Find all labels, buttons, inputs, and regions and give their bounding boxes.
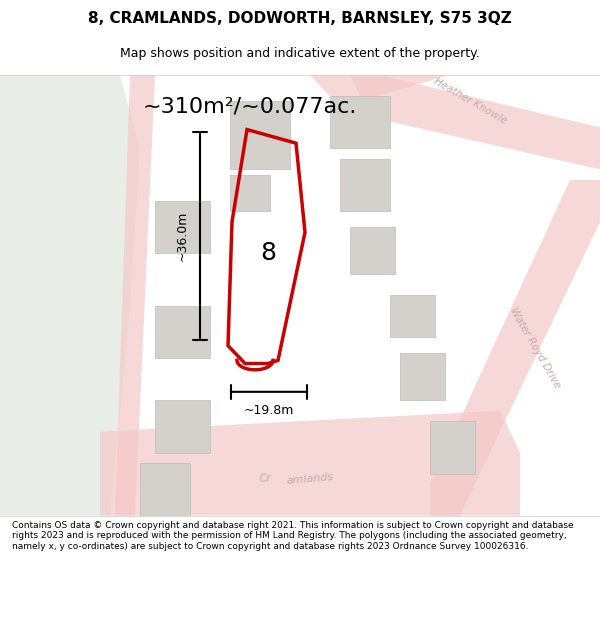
Text: ~310m²/~0.077ac.: ~310m²/~0.077ac.: [143, 96, 357, 116]
Polygon shape: [310, 75, 450, 106]
Text: Cr: Cr: [259, 473, 272, 484]
Polygon shape: [350, 227, 395, 274]
Text: ~36.0m: ~36.0m: [176, 211, 188, 261]
Text: Water Royd Drive: Water Royd Drive: [508, 306, 562, 390]
Polygon shape: [155, 201, 210, 253]
Polygon shape: [400, 353, 445, 400]
Text: Heather Knowle: Heather Knowle: [432, 76, 508, 126]
Polygon shape: [155, 306, 210, 358]
Polygon shape: [100, 411, 520, 516]
Polygon shape: [230, 101, 290, 169]
Text: Contains OS data © Crown copyright and database right 2021. This information is : Contains OS data © Crown copyright and d…: [12, 521, 574, 551]
Polygon shape: [140, 463, 190, 516]
Polygon shape: [350, 75, 600, 169]
Polygon shape: [330, 96, 390, 149]
Text: Map shows position and indicative extent of the property.: Map shows position and indicative extent…: [120, 48, 480, 61]
Polygon shape: [155, 400, 210, 452]
Polygon shape: [390, 296, 435, 338]
Polygon shape: [430, 421, 475, 474]
Polygon shape: [230, 174, 270, 211]
Polygon shape: [0, 75, 140, 516]
Polygon shape: [115, 75, 155, 516]
Text: 8: 8: [260, 241, 276, 266]
Polygon shape: [340, 159, 390, 211]
Text: ~19.8m: ~19.8m: [244, 404, 294, 418]
Polygon shape: [430, 180, 600, 516]
Text: 8, CRAMLANDS, DODWORTH, BARNSLEY, S75 3QZ: 8, CRAMLANDS, DODWORTH, BARNSLEY, S75 3Q…: [88, 11, 512, 26]
Text: amlands: amlands: [286, 472, 334, 486]
